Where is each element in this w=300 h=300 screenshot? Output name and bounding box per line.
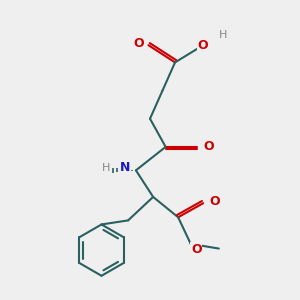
Text: H: H (219, 30, 228, 40)
Text: O: O (191, 243, 202, 256)
Text: N: N (120, 161, 130, 174)
Text: O: O (203, 140, 214, 153)
Text: H: H (102, 163, 110, 173)
Text: O: O (210, 195, 220, 208)
Text: O: O (198, 39, 208, 52)
Text: O: O (133, 37, 144, 50)
